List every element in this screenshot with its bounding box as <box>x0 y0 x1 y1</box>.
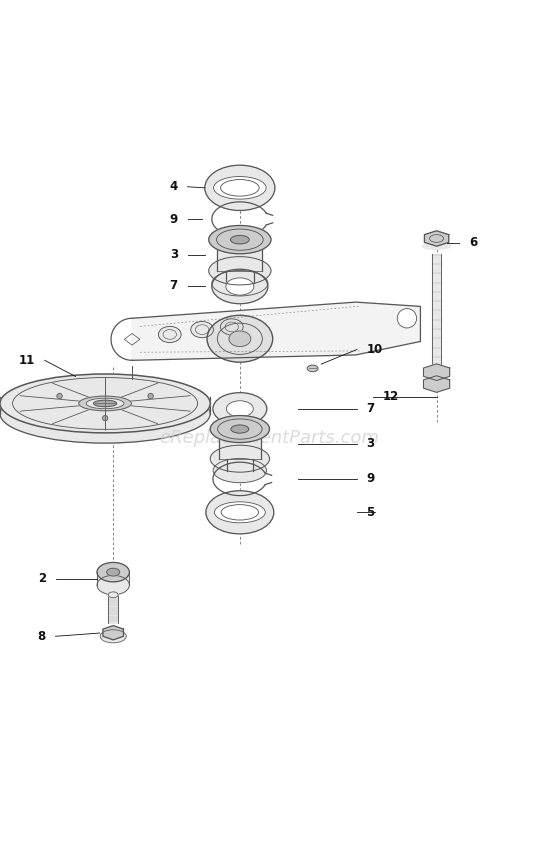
Ellipse shape <box>107 569 120 576</box>
Text: 9: 9 <box>367 473 375 485</box>
Ellipse shape <box>213 393 267 425</box>
Ellipse shape <box>209 225 271 254</box>
Circle shape <box>57 394 62 399</box>
Ellipse shape <box>207 315 273 362</box>
Ellipse shape <box>108 592 118 598</box>
Ellipse shape <box>78 399 133 429</box>
Polygon shape <box>97 572 129 585</box>
Ellipse shape <box>206 490 274 534</box>
Polygon shape <box>424 376 450 393</box>
Ellipse shape <box>423 243 451 249</box>
Polygon shape <box>424 364 450 381</box>
Text: eReplacementParts.com: eReplacementParts.com <box>160 429 379 447</box>
Ellipse shape <box>97 575 129 595</box>
Ellipse shape <box>212 270 268 296</box>
Circle shape <box>397 309 417 328</box>
Ellipse shape <box>79 396 132 411</box>
Ellipse shape <box>215 502 265 523</box>
Ellipse shape <box>307 366 318 371</box>
Ellipse shape <box>212 269 268 303</box>
Text: 10: 10 <box>367 343 383 356</box>
Text: 8: 8 <box>38 630 46 643</box>
Ellipse shape <box>213 458 267 483</box>
Text: 9: 9 <box>170 212 178 225</box>
Polygon shape <box>103 626 123 640</box>
Text: 3: 3 <box>170 248 178 261</box>
Text: 5: 5 <box>367 506 375 518</box>
Ellipse shape <box>0 384 210 443</box>
Polygon shape <box>217 240 262 271</box>
Text: 4: 4 <box>170 180 178 193</box>
Polygon shape <box>218 429 261 459</box>
Ellipse shape <box>97 563 129 582</box>
Polygon shape <box>108 595 118 623</box>
Ellipse shape <box>231 425 248 434</box>
Ellipse shape <box>209 257 271 285</box>
Ellipse shape <box>158 326 181 343</box>
Ellipse shape <box>226 278 254 295</box>
Ellipse shape <box>205 165 275 211</box>
Text: 7: 7 <box>170 280 178 292</box>
Ellipse shape <box>229 331 251 347</box>
Ellipse shape <box>213 177 266 199</box>
Polygon shape <box>132 302 420 360</box>
Ellipse shape <box>0 374 210 433</box>
Ellipse shape <box>86 398 124 409</box>
Text: 2: 2 <box>38 572 46 585</box>
Ellipse shape <box>94 400 116 406</box>
Ellipse shape <box>226 400 253 416</box>
Ellipse shape <box>220 319 243 335</box>
Ellipse shape <box>100 630 126 643</box>
Text: 6: 6 <box>469 236 477 249</box>
Text: 3: 3 <box>367 438 375 450</box>
Circle shape <box>102 416 108 421</box>
Ellipse shape <box>210 445 270 472</box>
Ellipse shape <box>231 235 249 244</box>
Text: 11: 11 <box>19 354 35 367</box>
Text: 7: 7 <box>367 402 375 416</box>
Ellipse shape <box>210 416 270 443</box>
Text: 12: 12 <box>383 390 399 404</box>
Circle shape <box>148 394 153 399</box>
Ellipse shape <box>191 321 213 337</box>
Polygon shape <box>424 231 449 246</box>
Polygon shape <box>432 253 441 377</box>
